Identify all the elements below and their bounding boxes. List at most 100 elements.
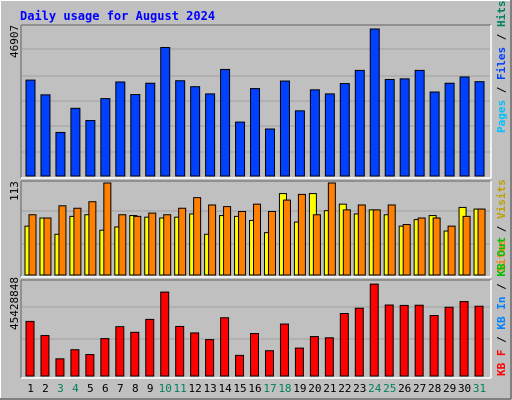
day-label-10: 10 [159,382,172,395]
sites-bar-day-20 [312,214,321,276]
sites-bar-day-24 [372,209,381,276]
kb-bar-day-21 [324,337,334,377]
day-label-28: 28 [428,382,441,395]
legend-sep: / [495,330,508,350]
sites-bar-day-13 [208,204,217,276]
kb-bar-day-2 [40,335,50,377]
hits-bar-day-24 [369,28,380,177]
kb-bar-day-16 [250,333,260,377]
day-label-12: 12 [189,382,202,395]
day-label-9: 9 [147,382,154,395]
hits-bar-day-12 [190,86,201,177]
sites-bar-day-29 [447,225,456,276]
legend-bot: KB F / KB In / KB Out [495,237,508,376]
day-label-3: 3 [57,382,64,395]
y-axis-labels: 46907 113 45428848 [8,25,21,330]
hits-bar-day-9 [145,82,156,177]
kb-bar-day-6 [100,338,110,377]
hits-bar-day-6 [100,98,111,177]
kb-bar-day-12 [190,332,200,377]
hits-bar-day-28 [429,91,440,177]
hits-bar-day-11 [175,80,186,177]
legend-kb-f: KB F [495,350,508,377]
hits-bar-day-15 [235,121,246,177]
sites-bar-day-9 [148,212,157,276]
day-label-8: 8 [132,382,139,395]
x-axis-labels: 1 2 3 4 5 6 7 8 9 10 11 12 13 14 15 16 17 18 19 20 21 22 23 24 2… [27,382,486,395]
kb-bar-day-19 [294,347,304,377]
kb-bar-day-7 [115,326,125,377]
sites-bar-day-30 [462,215,471,276]
chart-title: Daily usage for August 2024 [20,9,215,23]
sites-bar-day-28 [432,217,441,276]
day-label-11: 11 [174,382,187,395]
sites-bar-day-19 [297,193,306,276]
hits-bar-day-8 [130,94,141,177]
legend-top: Pages / Files / Hits [495,1,508,134]
hits-bar-day-5 [85,120,96,177]
kb-bar-day-18 [279,323,289,377]
kb-bar-day-24 [369,283,379,377]
legend-mid: Sites / Visits [495,179,508,272]
legend-visits: Visits [495,179,508,219]
hits-bar-day-13 [205,93,216,177]
kb-bar-day-23 [354,307,364,377]
hits-bar-day-3 [55,131,66,177]
day-label-18: 18 [278,382,291,395]
day-label-27: 27 [413,382,426,395]
sites-bar-day-2 [43,217,52,276]
sites-bar-day-18 [282,199,291,276]
legend-sites: Sites [495,239,508,272]
hits-bar-day-4 [70,107,81,177]
kb-bar-day-25 [384,304,394,377]
hits-bar-day-2 [40,94,51,177]
day-label-22: 22 [338,382,351,395]
kb-bar-day-9 [145,318,155,377]
day-label-5: 5 [87,382,94,395]
hits-bar-day-19 [294,110,305,177]
kb-bar-day-30 [459,301,469,377]
legend-kb-out: KB Out [495,237,508,277]
kb-bar-day-29 [444,306,454,377]
hits-bar-day-26 [399,78,410,177]
kb-bar-day-15 [235,354,245,377]
day-label-24: 24 [368,382,382,395]
day-label-4: 4 [72,382,79,395]
legend-pages: Pages [495,100,508,133]
hits-bar-day-30 [459,76,470,177]
sites-bar-day-17 [267,210,276,276]
hits-bar-day-1 [25,79,36,177]
legend-sep: / [495,27,508,47]
hits-bar-day-23 [354,69,365,177]
hits-bar-day-21 [324,93,335,177]
day-label-1: 1 [27,382,34,395]
sites-bar-day-21 [327,182,336,276]
sites-bar-day-15 [238,210,247,276]
bars [24,28,486,377]
legend-sep: / [495,80,508,100]
sites-bar-day-31 [477,208,486,276]
day-label-15: 15 [233,382,246,395]
hits-bar-day-25 [384,78,395,177]
day-label-30: 30 [458,382,471,395]
day-label-23: 23 [353,382,366,395]
sites-bar-day-23 [357,204,366,276]
hits-bar-day-22 [339,83,350,177]
hits-bar-day-10 [160,47,171,177]
kb-bar-day-22 [339,313,349,377]
day-label-29: 29 [443,382,456,395]
kb-bar-day-10 [160,291,170,377]
hits-bar-day-31 [474,81,485,177]
day-label-26: 26 [398,382,411,395]
kb-bar-day-8 [130,331,140,377]
sites-bar-day-26 [402,224,411,276]
legend-hits: Hits [495,1,508,28]
kb-bar-day-1 [25,320,35,377]
sites-bar-day-3 [58,205,67,276]
day-label-20: 20 [308,382,321,395]
legend-files: Files [495,47,508,80]
kb-bar-day-27 [414,304,424,377]
